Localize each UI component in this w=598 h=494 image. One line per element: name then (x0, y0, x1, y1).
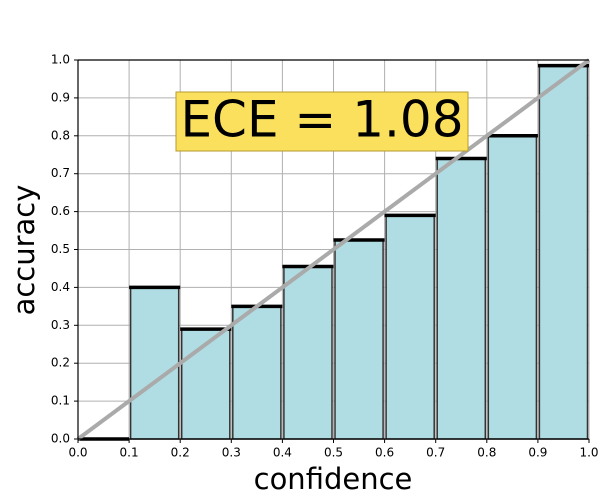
bar (232, 305, 282, 440)
x-tick-label: 0.3 (222, 446, 241, 460)
x-tick-label: 0.2 (171, 446, 190, 460)
y-tick-label: 1.0 (51, 53, 70, 67)
x-tick-label: 0.9 (528, 446, 547, 460)
bar (129, 286, 180, 440)
x-tick-label: 0.7 (426, 446, 445, 460)
y-tick-label: 0.1 (51, 394, 70, 408)
y-tick-label: 0.8 (51, 128, 70, 142)
y-tick-label: 0.0 (51, 432, 70, 446)
y-tick-label: 0.9 (51, 90, 70, 104)
annotation-box (175, 91, 469, 152)
y-tick-label: 0.7 (51, 166, 70, 180)
bar (538, 64, 589, 440)
x-tick-label: 0.0 (68, 446, 87, 460)
y-tick-label: 0.5 (51, 242, 70, 256)
y-tick-label: 0.2 (51, 356, 70, 370)
x-tick-label: 0.1 (120, 446, 139, 460)
reference-line (76, 58, 591, 441)
x-tick-label: 1.0 (579, 446, 598, 460)
bar (487, 135, 538, 440)
x-axis-label: confidence (254, 462, 413, 494)
x-tick-label: 0.5 (324, 446, 343, 460)
x-tick-label: 0.8 (477, 446, 496, 460)
y-tick-label: 0.3 (51, 318, 70, 332)
annotation: ECE = 1.08 (180, 91, 463, 149)
bar (385, 214, 435, 440)
bar (283, 265, 333, 440)
bar (436, 157, 487, 440)
y-axis-label: accuracy (7, 185, 41, 316)
bar (334, 239, 384, 440)
x-tick-label: 0.6 (375, 446, 394, 460)
y-tick-label: 0.4 (51, 280, 70, 294)
y-tick-label: 0.6 (51, 204, 70, 218)
bar (180, 328, 231, 440)
x-tick-label: 0.4 (273, 446, 292, 460)
